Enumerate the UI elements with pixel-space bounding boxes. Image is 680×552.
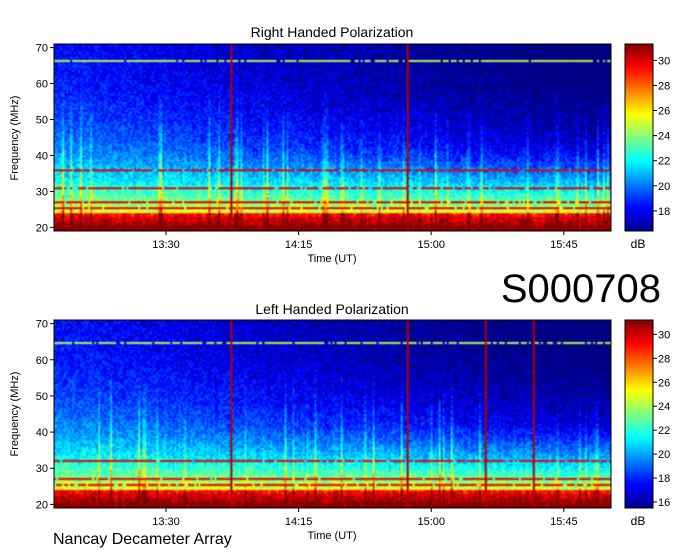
y-tick-label: 50 xyxy=(36,115,48,127)
y-tick-label: 60 xyxy=(36,79,48,91)
x-tick-label: 15:45 xyxy=(550,239,578,251)
colorbar-tick-label: 16 xyxy=(658,497,670,509)
y-axis: 20 30 40 50 60 70 xyxy=(36,319,54,511)
plot-frame xyxy=(53,319,612,509)
x-tick-label: 15:00 xyxy=(417,516,445,528)
y-tick-label: 50 xyxy=(36,391,48,403)
y-tick-label: 70 xyxy=(36,319,48,331)
y-tick-label: 40 xyxy=(36,427,48,439)
colorbar xyxy=(624,43,654,232)
plot-frame xyxy=(53,43,612,232)
colorbar-axis: 16 18 20 22 24 26 28 30 xyxy=(653,329,670,509)
y-tick-label: 40 xyxy=(36,150,48,162)
x-axis-label: Time (UT) xyxy=(307,530,356,542)
y-tick-label: 20 xyxy=(36,222,48,234)
panel-left-handed: Left Handed Polarization 20 30 40 50 60 70 13… xyxy=(9,301,670,542)
colorbar-label: dB xyxy=(631,237,646,251)
colorbar-tick-label: 22 xyxy=(658,425,670,437)
colorbar-tick-label: 20 xyxy=(658,449,670,461)
colorbar-tick-label: 18 xyxy=(658,206,670,218)
x-tick-label: 15:00 xyxy=(417,239,445,251)
y-axis-label: Frequency (MHz) xyxy=(9,96,21,181)
colorbar-tick-label: 30 xyxy=(658,329,670,341)
instrument-name: Nancay Decameter Array xyxy=(53,531,232,548)
colorbar-tick-label: 26 xyxy=(658,106,670,118)
colorbar-axis: 18 20 22 24 26 28 30 xyxy=(653,55,670,218)
spectrogram-image xyxy=(54,320,611,508)
x-tick-label: 13:30 xyxy=(152,516,180,528)
y-tick-label: 20 xyxy=(36,499,48,511)
colorbar-tick-label: 28 xyxy=(658,80,670,92)
colorbar xyxy=(624,319,654,509)
colorbar-tick-label: 18 xyxy=(658,473,670,485)
x-axis: 13:30 14:15 15:00 15:45 xyxy=(152,231,578,251)
y-tick-label: 30 xyxy=(36,186,48,198)
x-tick-label: 14:15 xyxy=(285,516,313,528)
spectrogram-image xyxy=(54,44,611,231)
y-tick-label: 70 xyxy=(36,43,48,55)
colorbar-tick-label: 24 xyxy=(658,131,670,143)
x-axis-label: Time (UT) xyxy=(307,253,356,265)
colorbar-tick-label: 26 xyxy=(658,377,670,389)
chart-title: Right Handed Polarization xyxy=(251,24,414,40)
colorbar-tick-label: 20 xyxy=(658,181,670,193)
observation-id: S000708 xyxy=(501,267,661,311)
y-axis: 20 30 40 50 60 70 xyxy=(36,43,54,234)
colorbar-tick-label: 22 xyxy=(658,156,670,168)
chart-title: Left Handed Polarization xyxy=(255,301,408,317)
colorbar-tick-label: 24 xyxy=(658,401,670,413)
x-tick-label: 15:45 xyxy=(550,516,578,528)
colorbar-tick-label: 30 xyxy=(658,55,670,67)
x-axis: 13:30 14:15 15:00 15:45 xyxy=(152,508,578,528)
panel-right-handed: Right Handed Polarization 20 30 40 50 60 70 1… xyxy=(9,24,670,265)
y-axis-label: Frequency (MHz) xyxy=(9,372,21,457)
y-tick-label: 60 xyxy=(36,355,48,367)
x-tick-label: 14:15 xyxy=(285,239,313,251)
y-tick-label: 30 xyxy=(36,463,48,475)
colorbar-label: dB xyxy=(631,514,646,528)
colorbar-tick-label: 28 xyxy=(658,353,670,365)
x-tick-label: 13:30 xyxy=(152,239,180,251)
